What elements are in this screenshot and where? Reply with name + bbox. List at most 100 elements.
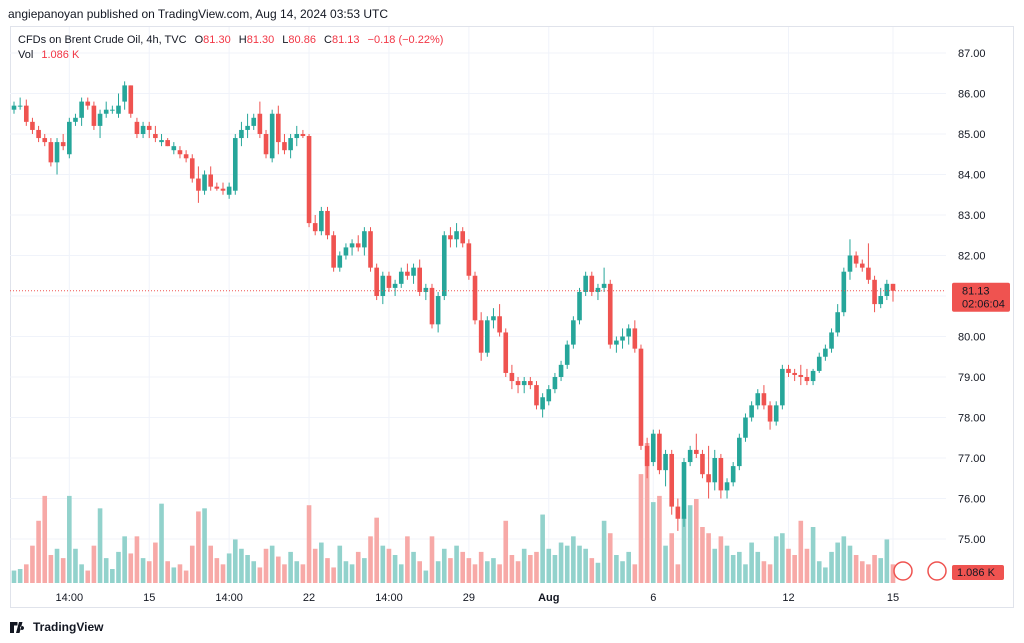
- candle-body: [644, 445, 650, 467]
- volume-bar: [829, 551, 834, 583]
- volume-row: Vol 1.086 K: [18, 48, 443, 63]
- chart-legend: CFDs on Brent Crude Oil, 4h, TVC O81.30 …: [18, 33, 443, 63]
- candle-body: [829, 332, 834, 349]
- volume-bar: [214, 558, 220, 583]
- volume-bar: [276, 556, 281, 583]
- volume-bar: [220, 564, 226, 583]
- candle-body: [300, 134, 306, 137]
- volume-bar: [884, 539, 890, 583]
- volume-bar: [589, 558, 595, 583]
- volume-bar: [11, 570, 17, 583]
- candle-body: [312, 223, 318, 232]
- volume-bar: [134, 536, 140, 583]
- candle-body: [435, 296, 441, 325]
- candle-body: [558, 364, 564, 377]
- candle-body: [515, 381, 521, 386]
- x-tick-label: 14:00: [375, 592, 403, 604]
- volume-bar: [226, 553, 232, 583]
- volume-bar: [816, 561, 822, 583]
- volume-bar: [239, 548, 244, 583]
- volume-bar: [712, 548, 718, 583]
- candle-body: [140, 125, 146, 134]
- footer-brand[interactable]: TradingView: [10, 620, 103, 634]
- candle-body: [171, 146, 177, 151]
- volume-bar: [128, 553, 134, 583]
- candle-body: [472, 275, 478, 321]
- volume-bar: [288, 551, 293, 583]
- x-tick-label: 15: [887, 592, 899, 604]
- candle-body: [85, 101, 91, 106]
- volume-bar: [441, 548, 447, 583]
- volume-bar: [792, 555, 797, 583]
- us-flag-icon: [927, 561, 947, 581]
- volume-bar: [17, 569, 23, 583]
- volume-bar: [700, 527, 705, 583]
- volume-bar: [730, 555, 736, 583]
- candle-body: [478, 320, 484, 353]
- candle-body: [60, 142, 66, 147]
- candle-body: [650, 433, 656, 463]
- candle-body: [657, 433, 662, 471]
- x-tick-label: 22: [303, 592, 315, 604]
- candle-body: [706, 474, 711, 483]
- ohlc-row: CFDs on Brent Crude Oil, 4h, TVC O81.30 …: [18, 33, 443, 48]
- candle-body: [460, 231, 466, 244]
- chart-panel[interactable]: [10, 26, 1014, 608]
- candle-body: [835, 312, 840, 333]
- candle-body: [884, 283, 890, 296]
- volume-bar: [675, 564, 681, 583]
- volume-bar: [325, 558, 330, 583]
- volume-bar: [558, 542, 564, 583]
- candle-body: [263, 134, 269, 155]
- volume-bars: [11, 443, 896, 583]
- candle-body: [11, 105, 17, 110]
- volume-bar: [663, 545, 668, 583]
- volume-bar: [362, 558, 367, 583]
- volume-bar: [306, 505, 312, 583]
- volume-bar: [153, 542, 158, 583]
- volume-bar: [140, 558, 146, 583]
- candle-body: [257, 113, 263, 134]
- volume-bar: [343, 561, 349, 583]
- candle-body: [737, 437, 742, 467]
- volume-bar: [269, 545, 275, 583]
- volume-bar: [503, 520, 509, 583]
- volume-bar: [380, 545, 386, 583]
- volume-bar: [196, 511, 201, 583]
- last-price-value: 81.13: [962, 286, 990, 298]
- candle-body: [165, 140, 170, 147]
- candle-body: [380, 275, 386, 296]
- volume-bar: [91, 545, 97, 583]
- volume-bar: [638, 474, 644, 583]
- candle-body: [319, 210, 324, 232]
- candle-body: [116, 105, 121, 114]
- candle-body: [374, 267, 379, 296]
- candle-body: [780, 368, 785, 406]
- last-price-tag: 81.13 02:06:04: [952, 282, 1010, 312]
- candle-body: [546, 389, 552, 402]
- volume-bar: [540, 514, 545, 583]
- grid-lines: [10, 27, 946, 583]
- candle-body: [362, 231, 367, 248]
- volume-bar: [478, 551, 484, 583]
- candle-body: [497, 316, 502, 333]
- volume-bar: [355, 551, 361, 583]
- candle-body: [331, 235, 336, 268]
- candle-body: [700, 453, 705, 475]
- candle-body: [429, 287, 435, 325]
- volume-bar: [54, 548, 60, 583]
- volume-bar: [398, 564, 404, 583]
- volume-bar: [706, 533, 711, 583]
- candle-body: [417, 267, 422, 292]
- volume-bar: [429, 536, 435, 583]
- volume-bar: [614, 555, 619, 583]
- volume-bar: [521, 548, 527, 583]
- candle-body: [816, 356, 822, 371]
- close-value: 81.13: [331, 34, 360, 46]
- candle-body: [620, 336, 625, 341]
- x-tick-label: 14:00: [215, 592, 243, 604]
- volume-bar: [177, 564, 183, 583]
- candle-body: [343, 247, 349, 256]
- volume-bar: [294, 561, 300, 583]
